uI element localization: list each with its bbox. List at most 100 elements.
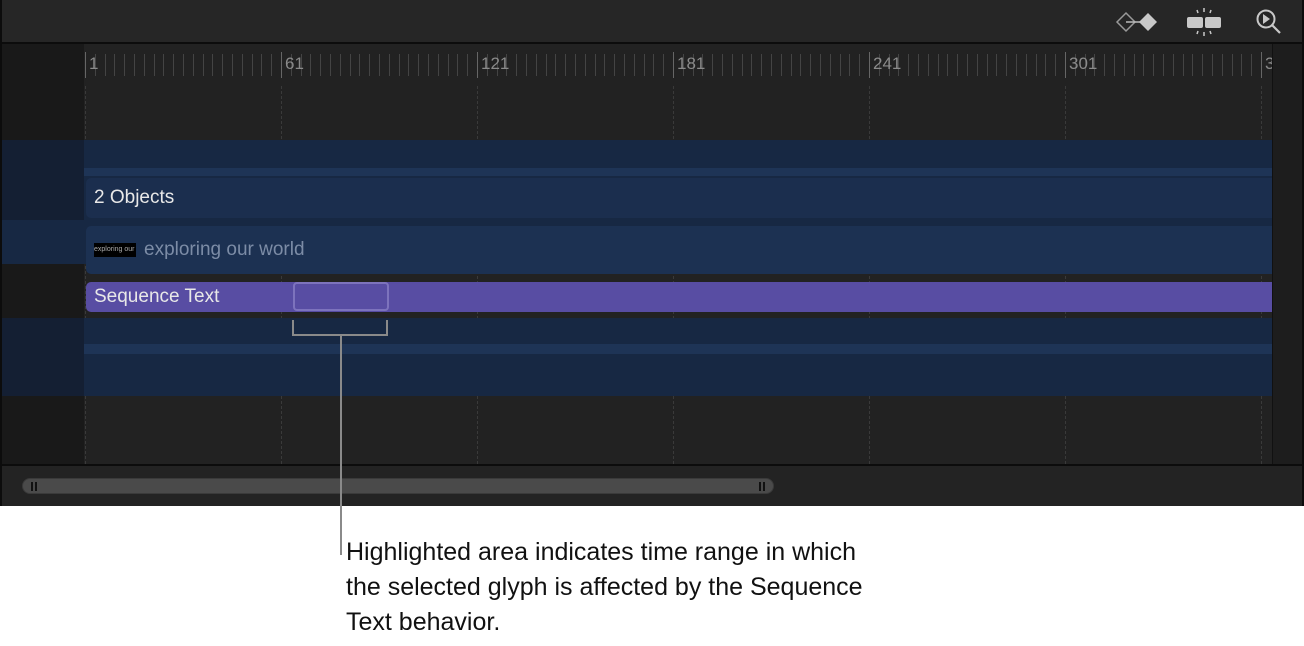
- timeline-toolbar: [2, 0, 1302, 42]
- ruler-tick: [300, 54, 302, 76]
- ruler-tick: [516, 54, 518, 76]
- ruler-tick: [1114, 54, 1115, 76]
- ruler-tick: [614, 54, 616, 76]
- ruler-tick: [320, 54, 322, 76]
- ruler-tick: [859, 54, 861, 76]
- ruler-tick: [241, 54, 243, 76]
- ruler-tick: [506, 54, 508, 76]
- ruler-tick: [1241, 54, 1243, 76]
- ruler-tick: [565, 54, 567, 76]
- ruler-tick: [1045, 54, 1047, 76]
- ruler-tick: [790, 54, 792, 76]
- ruler-tick: [1261, 52, 1262, 78]
- ruler-tick: [339, 54, 341, 76]
- ruler-tick: [271, 54, 273, 76]
- ruler-tick: [967, 54, 968, 76]
- gridline: [1261, 86, 1262, 464]
- behavior-label: Sequence Text: [94, 286, 220, 307]
- ruler-tick: [820, 54, 821, 76]
- scroll-left-handle[interactable]: [31, 482, 37, 491]
- ruler-tick: [94, 54, 96, 76]
- ruler-tick: [124, 54, 126, 76]
- ruler-tick: [153, 54, 155, 76]
- ruler-tick: [682, 54, 684, 76]
- ruler-tick: [1104, 54, 1106, 76]
- ruler-tick: [379, 54, 380, 76]
- ruler-tick: [359, 54, 361, 76]
- ruler-tick: [428, 54, 429, 76]
- ruler-tick: [1143, 54, 1145, 76]
- ruler-tick: [437, 54, 439, 76]
- sequence-text-behavior-bar[interactable]: Sequence Text: [86, 282, 1272, 312]
- ruler-tick: [1123, 54, 1125, 76]
- ruler-tick: [643, 54, 645, 76]
- ruler-tick: [1172, 54, 1174, 76]
- ruler-tick: [408, 54, 410, 76]
- ruler-tick: [702, 54, 704, 76]
- ruler-tick: [192, 54, 194, 76]
- ruler-tick: [780, 54, 782, 76]
- horizontal-scroll-area: [2, 466, 1302, 506]
- zoom-to-playhead-icon[interactable]: [1254, 8, 1284, 36]
- keyframe-navigate-icon[interactable]: [1114, 8, 1162, 36]
- ruler-tick: [281, 52, 282, 78]
- ruler-tick: [251, 54, 253, 76]
- ruler-tick: [212, 54, 214, 76]
- ruler-label: 181: [677, 54, 706, 73]
- ruler-tick: [261, 54, 263, 76]
- ruler-tick: [232, 54, 233, 76]
- ruler-tick: [663, 54, 665, 76]
- ruler-tick: [202, 54, 204, 76]
- ruler-tick: [1074, 54, 1076, 76]
- snap-icon[interactable]: [1184, 8, 1224, 36]
- ruler-label: 1: [89, 54, 99, 73]
- scroll-right-handle[interactable]: [759, 482, 765, 491]
- ruler-tick: [1084, 54, 1086, 76]
- ruler-tick: [829, 54, 831, 76]
- gridline: [281, 86, 282, 464]
- ruler-tick: [1231, 54, 1233, 76]
- ruler-tick: [888, 54, 890, 76]
- ruler-tick: [447, 54, 449, 76]
- right-gutter: [1272, 44, 1302, 464]
- group-label: 2 Objects: [94, 187, 175, 208]
- ruler-tick: [486, 54, 488, 76]
- ruler-label: 3: [1265, 54, 1275, 73]
- ruler-tick: [310, 54, 312, 76]
- ruler-tick: [810, 54, 812, 76]
- group-bar[interactable]: 2 Objects: [86, 178, 1272, 218]
- ruler-tick: [173, 54, 175, 76]
- ruler-tick: [986, 54, 988, 76]
- ruler-tick: [1153, 54, 1155, 76]
- ruler-tick: [624, 54, 625, 76]
- ruler-tick: [771, 54, 772, 76]
- ruler-tick: [731, 54, 733, 76]
- ruler-tick: [947, 54, 949, 76]
- ruler-tick: [1221, 54, 1223, 76]
- ruler-tick: [761, 54, 763, 76]
- ruler-tick: [290, 54, 292, 76]
- ruler-tick: [1065, 52, 1066, 78]
- ruler-tick: [633, 54, 635, 76]
- ruler-label: 61: [285, 54, 304, 73]
- ruler-tick: [163, 54, 165, 76]
- ruler-tick: [839, 54, 841, 76]
- ruler-tick: [398, 54, 400, 76]
- ruler-tick: [869, 52, 870, 78]
- ruler-tick: [1016, 54, 1017, 76]
- glyph-time-range-highlight: [293, 282, 389, 311]
- ruler-tick: [692, 54, 694, 76]
- ruler-tick: [584, 54, 586, 76]
- text-layer-bar[interactable]: exploring our world exploring our world: [86, 226, 1272, 274]
- ruler-tick: [575, 54, 576, 76]
- ruler-tick: [918, 54, 919, 76]
- ruler-tick: [1202, 54, 1204, 76]
- ruler-tick: [1251, 54, 1253, 76]
- horizontal-scrollbar[interactable]: [22, 478, 774, 494]
- ruler-tick: [467, 54, 469, 76]
- ruler-tick: [1182, 54, 1184, 76]
- time-ruler[interactable]: 1 61 121 181 241 301 3: [2, 44, 1275, 84]
- ruler-tick: [496, 54, 498, 76]
- ruler-tick: [712, 54, 714, 76]
